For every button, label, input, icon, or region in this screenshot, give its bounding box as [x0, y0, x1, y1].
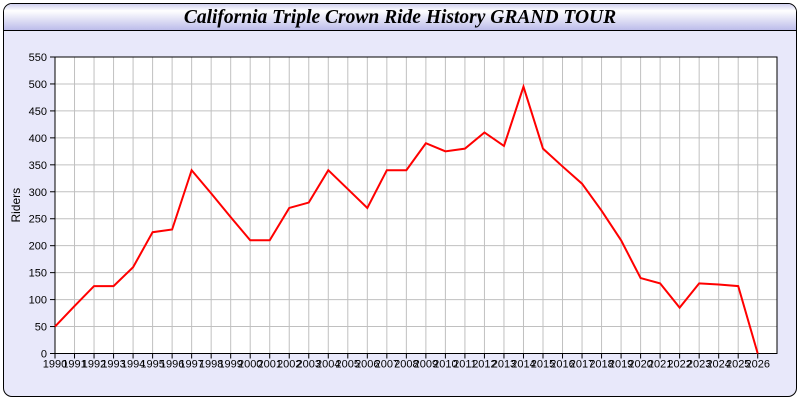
svg-text:2026: 2026 — [745, 359, 769, 371]
svg-text:500: 500 — [29, 79, 47, 91]
svg-text:450: 450 — [29, 106, 47, 118]
svg-text:150: 150 — [29, 268, 47, 280]
svg-text:Riders: Riders — [9, 188, 23, 223]
svg-text:200: 200 — [29, 241, 47, 253]
svg-text:50: 50 — [35, 322, 47, 334]
svg-text:350: 350 — [29, 160, 47, 172]
svg-text:100: 100 — [29, 295, 47, 307]
svg-text:400: 400 — [29, 133, 47, 145]
svg-text:300: 300 — [29, 187, 47, 199]
svg-text:550: 550 — [29, 52, 47, 64]
svg-text:250: 250 — [29, 214, 47, 226]
